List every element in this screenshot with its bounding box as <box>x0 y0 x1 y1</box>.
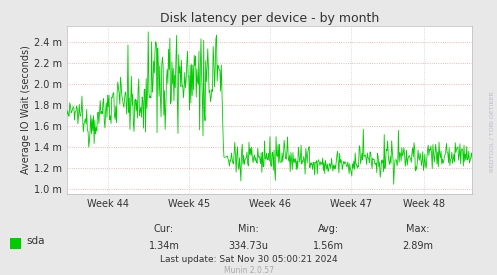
Y-axis label: Average IO Wait (seconds): Average IO Wait (seconds) <box>21 46 31 174</box>
Title: Disk latency per device - by month: Disk latency per device - by month <box>160 12 379 25</box>
Text: sda: sda <box>27 236 45 246</box>
Text: 334.73u: 334.73u <box>229 241 268 251</box>
Text: RRDTOOL / TOBI OETIKER: RRDTOOL / TOBI OETIKER <box>490 92 495 172</box>
Text: Last update: Sat Nov 30 05:00:21 2024: Last update: Sat Nov 30 05:00:21 2024 <box>160 255 337 264</box>
Text: Avg:: Avg: <box>318 224 338 234</box>
Text: Max:: Max: <box>406 224 429 234</box>
Text: Munin 2.0.57: Munin 2.0.57 <box>224 266 273 275</box>
Text: 2.89m: 2.89m <box>402 241 433 251</box>
Text: 1.34m: 1.34m <box>149 241 179 251</box>
Text: 1.56m: 1.56m <box>313 241 343 251</box>
Text: Cur:: Cur: <box>154 224 174 234</box>
Text: Min:: Min: <box>238 224 259 234</box>
